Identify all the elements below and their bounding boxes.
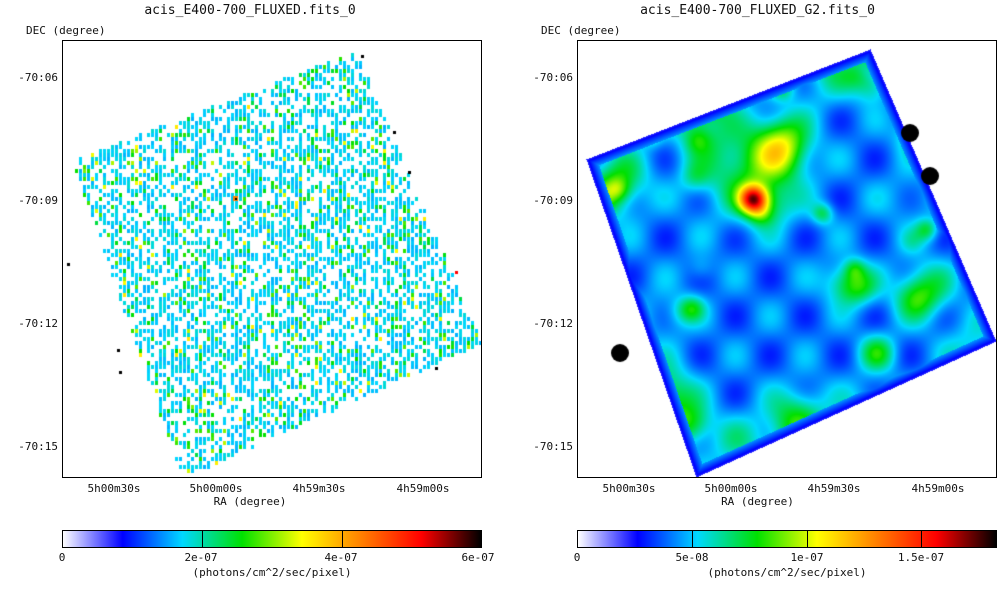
colorbar-label: 5e-08: [675, 551, 709, 564]
y-axis-label: DEC (degree): [26, 24, 106, 37]
colorbar-tick: [692, 531, 693, 547]
image-plot-area[interactable]: [577, 40, 997, 478]
y-tick-label: -70:15: [533, 440, 573, 453]
sparse-flux-image: [63, 41, 481, 477]
x-axis-label: RA (degree): [213, 495, 287, 508]
colorbar-label: 0: [573, 551, 581, 564]
colorbar-label: 0: [58, 551, 66, 564]
y-tick-label: -70:09: [18, 194, 58, 207]
colorbar-unit-label: (photons/cm^2/sec/pixel): [192, 566, 352, 579]
colorbar-label: 6e-07: [461, 551, 495, 564]
colorbar-label: 1e-07: [790, 551, 824, 564]
y-tick-label: -70:15: [18, 440, 58, 453]
colorbar: [62, 530, 482, 548]
x-tick-label: 4h59m30s: [292, 482, 346, 495]
y-tick-label: -70:06: [18, 71, 58, 84]
y-tick-label: -70:06: [533, 71, 573, 84]
y-tick-label: -70:12: [533, 317, 573, 330]
colorbar-tick: [202, 531, 203, 547]
colorbar: [577, 530, 997, 548]
x-tick-label: 4h59m30s: [807, 482, 861, 495]
left-panel: acis_E400-700_FLUXED.fits_0 DEC (degree)…: [18, 3, 495, 579]
colorbar-tick: [342, 531, 343, 547]
colorbar-tick: [921, 531, 922, 547]
x-tick-label: 5h00m30s: [87, 482, 141, 495]
panel-title: acis_E400-700_FLUXED_G2.fits_0: [640, 3, 875, 18]
x-tick-label: 4h59m00s: [911, 482, 965, 495]
x-tick-label: 5h00m00s: [189, 482, 243, 495]
x-tick-label: 5h00m30s: [602, 482, 656, 495]
y-tick-label: -70:09: [533, 194, 573, 207]
image-plot-area[interactable]: [62, 40, 482, 478]
colorbar-label: 4e-07: [324, 551, 358, 564]
panel-title: acis_E400-700_FLUXED.fits_0: [144, 3, 356, 18]
smoothed-flux-image: [578, 41, 996, 477]
colorbar-tick: [807, 531, 808, 547]
x-tick-label: 4h59m00s: [396, 482, 450, 495]
right-panel: acis_E400-700_FLUXED_G2.fits_0 DEC (degr…: [515, 0, 1000, 605]
colorbar-label: 2e-07: [184, 551, 218, 564]
colorbar-label: 1.5e-07: [897, 551, 945, 564]
x-axis-label: RA (degree): [721, 495, 794, 508]
colorbar-unit-label: (photons/cm^2/sec/pixel): [707, 566, 867, 579]
y-tick-label: -70:12: [18, 317, 58, 330]
x-tick-label: 5h00m00s: [704, 482, 758, 495]
y-axis-label: DEC (degree): [541, 24, 621, 37]
